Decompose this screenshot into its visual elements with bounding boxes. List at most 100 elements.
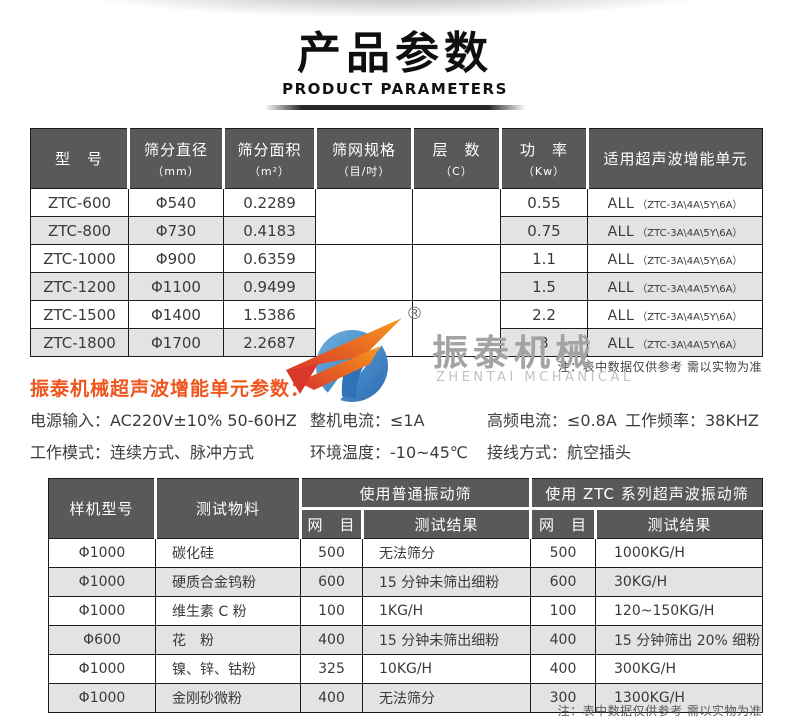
table-row: Φ1000 镍、锌、钴粉 325 10KG/H 400 300KG/H bbox=[48, 654, 764, 684]
page-title: 产品参数 bbox=[297, 28, 493, 79]
cell-diameter: Φ540 bbox=[128, 188, 224, 217]
cell-result: 120~150KG/H bbox=[595, 596, 764, 626]
product-parameters-table: 型 号 筛分直径 （mm） 筛分面积 （m²） 筛网规格 （目/吋） 层 数（C） 功… bbox=[30, 128, 763, 357]
table-row: ZTC-600 Φ540 0.2289 0.55 ALL （ZTC-3A\4A\5… bbox=[30, 188, 763, 245]
top-shadow-gradient bbox=[0, 0, 790, 30]
col-header-test-material: 测试物料 bbox=[154, 478, 301, 539]
cell-power: 1.1 bbox=[500, 244, 588, 273]
cell-power: 3 bbox=[500, 328, 588, 357]
col-header-mesh-spec: 筛网规格 （目/吋） bbox=[314, 128, 413, 189]
table-row: Φ600 花 粉 400 15 分钟未筛出细粉 400 15 分钟筛出 20% … bbox=[48, 625, 764, 655]
sub-header-result: 测试结果 bbox=[360, 507, 531, 539]
cell-area: 0.4183 bbox=[223, 216, 316, 245]
table2-sub-header-row: 网 目 测试结果 网 目 测试结果 bbox=[49, 507, 763, 539]
test-results-table: 样机型号 测试物料 使用普通振动筛 使用 ZTC 系列超声波振动筛 网 目 测试… bbox=[48, 478, 764, 713]
cell-unit: ALL （ZTC-3A\4A\5Y\6A） bbox=[587, 328, 763, 357]
cell-mesh-spec-empty bbox=[315, 244, 413, 301]
cell-mesh: 300 bbox=[530, 683, 597, 713]
cell-material: 维生素 C 粉 bbox=[155, 596, 301, 626]
cell-result: 1KG/H bbox=[361, 596, 532, 626]
cell-sample-model: Φ1000 bbox=[48, 654, 156, 684]
cell-layers-empty bbox=[412, 244, 501, 301]
table-row: ZTC-1500 Φ1400 1.5386 2.2 ALL （ZTC-3A\4A\… bbox=[30, 300, 763, 357]
cell-result: 1000KG/H bbox=[595, 538, 764, 568]
page-subtitle: PRODUCT PARAMETERS bbox=[282, 80, 508, 99]
table2-group-header-row: 样机型号 测试物料 使用普通振动筛 使用 ZTC 系列超声波振动筛 bbox=[48, 478, 763, 539]
param-work-frequency: 工作频率：38KHZ bbox=[625, 411, 759, 430]
col-header-screen-diameter: 筛分直径 （mm） bbox=[127, 128, 224, 189]
cell-diameter: Φ730 bbox=[128, 216, 224, 245]
cell-model: ZTC-1000 bbox=[30, 244, 129, 273]
cell-model: ZTC-1800 bbox=[30, 328, 129, 357]
col-header-model: 型 号 bbox=[30, 128, 129, 189]
cell-result: 30KG/H bbox=[595, 567, 764, 597]
section-heading: 振泰机械超声波增能单元参数： bbox=[30, 378, 311, 400]
cell-mesh: 400 bbox=[530, 625, 597, 655]
col-header-layers: 层 数（C） bbox=[411, 128, 501, 189]
test-results-table-wrap: 样机型号 测试物料 使用普通振动筛 使用 ZTC 系列超声波振动筛 网 目 测试… bbox=[48, 478, 764, 713]
cell-result: 1300KG/H bbox=[595, 683, 764, 713]
cell-sample-model: Φ600 bbox=[48, 625, 156, 655]
table1-header-row: 型 号 筛分直径 （mm） 筛分面积 （m²） 筛网规格 （目/吋） 层 数（C） 功… bbox=[30, 128, 763, 189]
param-work-mode: 工作模式：连续方式、脉冲方式 bbox=[30, 443, 255, 462]
cell-unit: ALL （ZTC-3A\4A\5Y\6A） bbox=[587, 272, 763, 301]
cell-mesh: 100 bbox=[300, 596, 363, 626]
cell-mesh-spec-empty bbox=[315, 300, 413, 357]
table-row: ZTC-800 Φ730 0.4183 0.75 ALL （ZTC-3A\4A\5… bbox=[30, 216, 763, 245]
cell-result: 300KG/H bbox=[595, 654, 764, 684]
group-header-ordinary-sieve: 使用普通振动筛 bbox=[298, 478, 531, 509]
cell-material: 花 粉 bbox=[155, 625, 301, 655]
cell-mesh-spec-empty bbox=[315, 188, 413, 245]
cell-material: 镍、锌、钴粉 bbox=[155, 654, 301, 684]
cell-unit: ALL （ZTC-3A\4A\5Y\6A） bbox=[587, 300, 763, 329]
cell-mesh: 500 bbox=[530, 538, 597, 568]
cell-layers-empty bbox=[412, 188, 501, 245]
cell-area: 0.2289 bbox=[223, 188, 316, 217]
cell-area: 0.9499 bbox=[223, 272, 316, 301]
cell-power: 0.55 bbox=[500, 188, 588, 217]
cell-diameter: Φ1400 bbox=[128, 300, 224, 329]
cell-area: 2.2687 bbox=[223, 328, 316, 357]
cell-unit: ALL （ZTC-3A\4A\5Y\6A） bbox=[587, 244, 763, 273]
cell-unit: ALL （ZTC-3A\4A\5Y\6A） bbox=[587, 216, 763, 245]
table-row: Φ1000 维生素 C 粉 100 1KG/H 100 120~150KG/H bbox=[48, 596, 764, 626]
col-header-ultrasonic-unit: 适用超声波增能单元 bbox=[586, 128, 763, 189]
cell-mesh: 600 bbox=[530, 567, 597, 597]
cell-area: 0.6359 bbox=[223, 244, 316, 273]
cell-sample-model: Φ1000 bbox=[48, 683, 156, 713]
cell-model: ZTC-1200 bbox=[30, 272, 129, 301]
cell-layers-empty bbox=[412, 300, 501, 357]
cell-model: ZTC-1500 bbox=[30, 300, 129, 329]
group-header-ztc-ultrasonic-sieve: 使用 ZTC 系列超声波振动筛 bbox=[529, 478, 763, 509]
cell-result: 无法筛分 bbox=[361, 683, 532, 713]
cell-material: 金刚砂微粉 bbox=[155, 683, 301, 713]
cell-area: 1.5386 bbox=[223, 300, 316, 329]
cell-mesh: 325 bbox=[300, 654, 363, 684]
col-header-screen-area: 筛分面积 （m²） bbox=[222, 128, 316, 189]
param-hf-current: 高频电流：≤0.8A bbox=[487, 411, 617, 430]
col-header-power: 功 率（Kw） bbox=[499, 128, 588, 189]
cell-diameter: Φ1100 bbox=[128, 272, 224, 301]
cell-power: 0.75 bbox=[500, 216, 588, 245]
cell-power: 2.2 bbox=[500, 300, 588, 329]
cell-mesh: 100 bbox=[530, 596, 597, 626]
cell-material: 硬质合金钨粉 bbox=[155, 567, 301, 597]
table2-note: 注：表中数据仅供参考 需以实物为准 bbox=[557, 704, 762, 718]
cell-result: 15 分钟筛出 20% 细粉 bbox=[595, 625, 764, 655]
cell-material: 碳化硅 bbox=[155, 538, 301, 568]
cell-result: 无法筛分 bbox=[361, 538, 532, 568]
cell-mesh: 400 bbox=[300, 683, 363, 713]
cell-result: 10KG/H bbox=[361, 654, 532, 684]
cell-mesh: 400 bbox=[530, 654, 597, 684]
sub-header-result: 测试结果 bbox=[594, 507, 763, 539]
product-parameters-table-wrap: 型 号 筛分直径 （mm） 筛分面积 （m²） 筛网规格 （目/吋） 层 数（C） 功… bbox=[30, 128, 763, 357]
cell-sample-model: Φ1000 bbox=[48, 567, 156, 597]
table1-note: 注：表中数据仅供参考 需以实物为准 bbox=[557, 360, 762, 374]
cell-diameter: Φ900 bbox=[128, 244, 224, 273]
table-row: Φ1000 硬质合金钨粉 600 15 分钟未筛出细粉 600 30KG/H bbox=[48, 567, 764, 597]
title-divider bbox=[266, 105, 524, 111]
param-power-input: 电源输入：AC220V±10% 50-60HZ bbox=[30, 411, 297, 430]
table-row: Φ1000 金刚砂微粉 400 无法筛分 300 1300KG/H bbox=[48, 683, 764, 713]
cell-mesh: 500 bbox=[300, 538, 363, 568]
